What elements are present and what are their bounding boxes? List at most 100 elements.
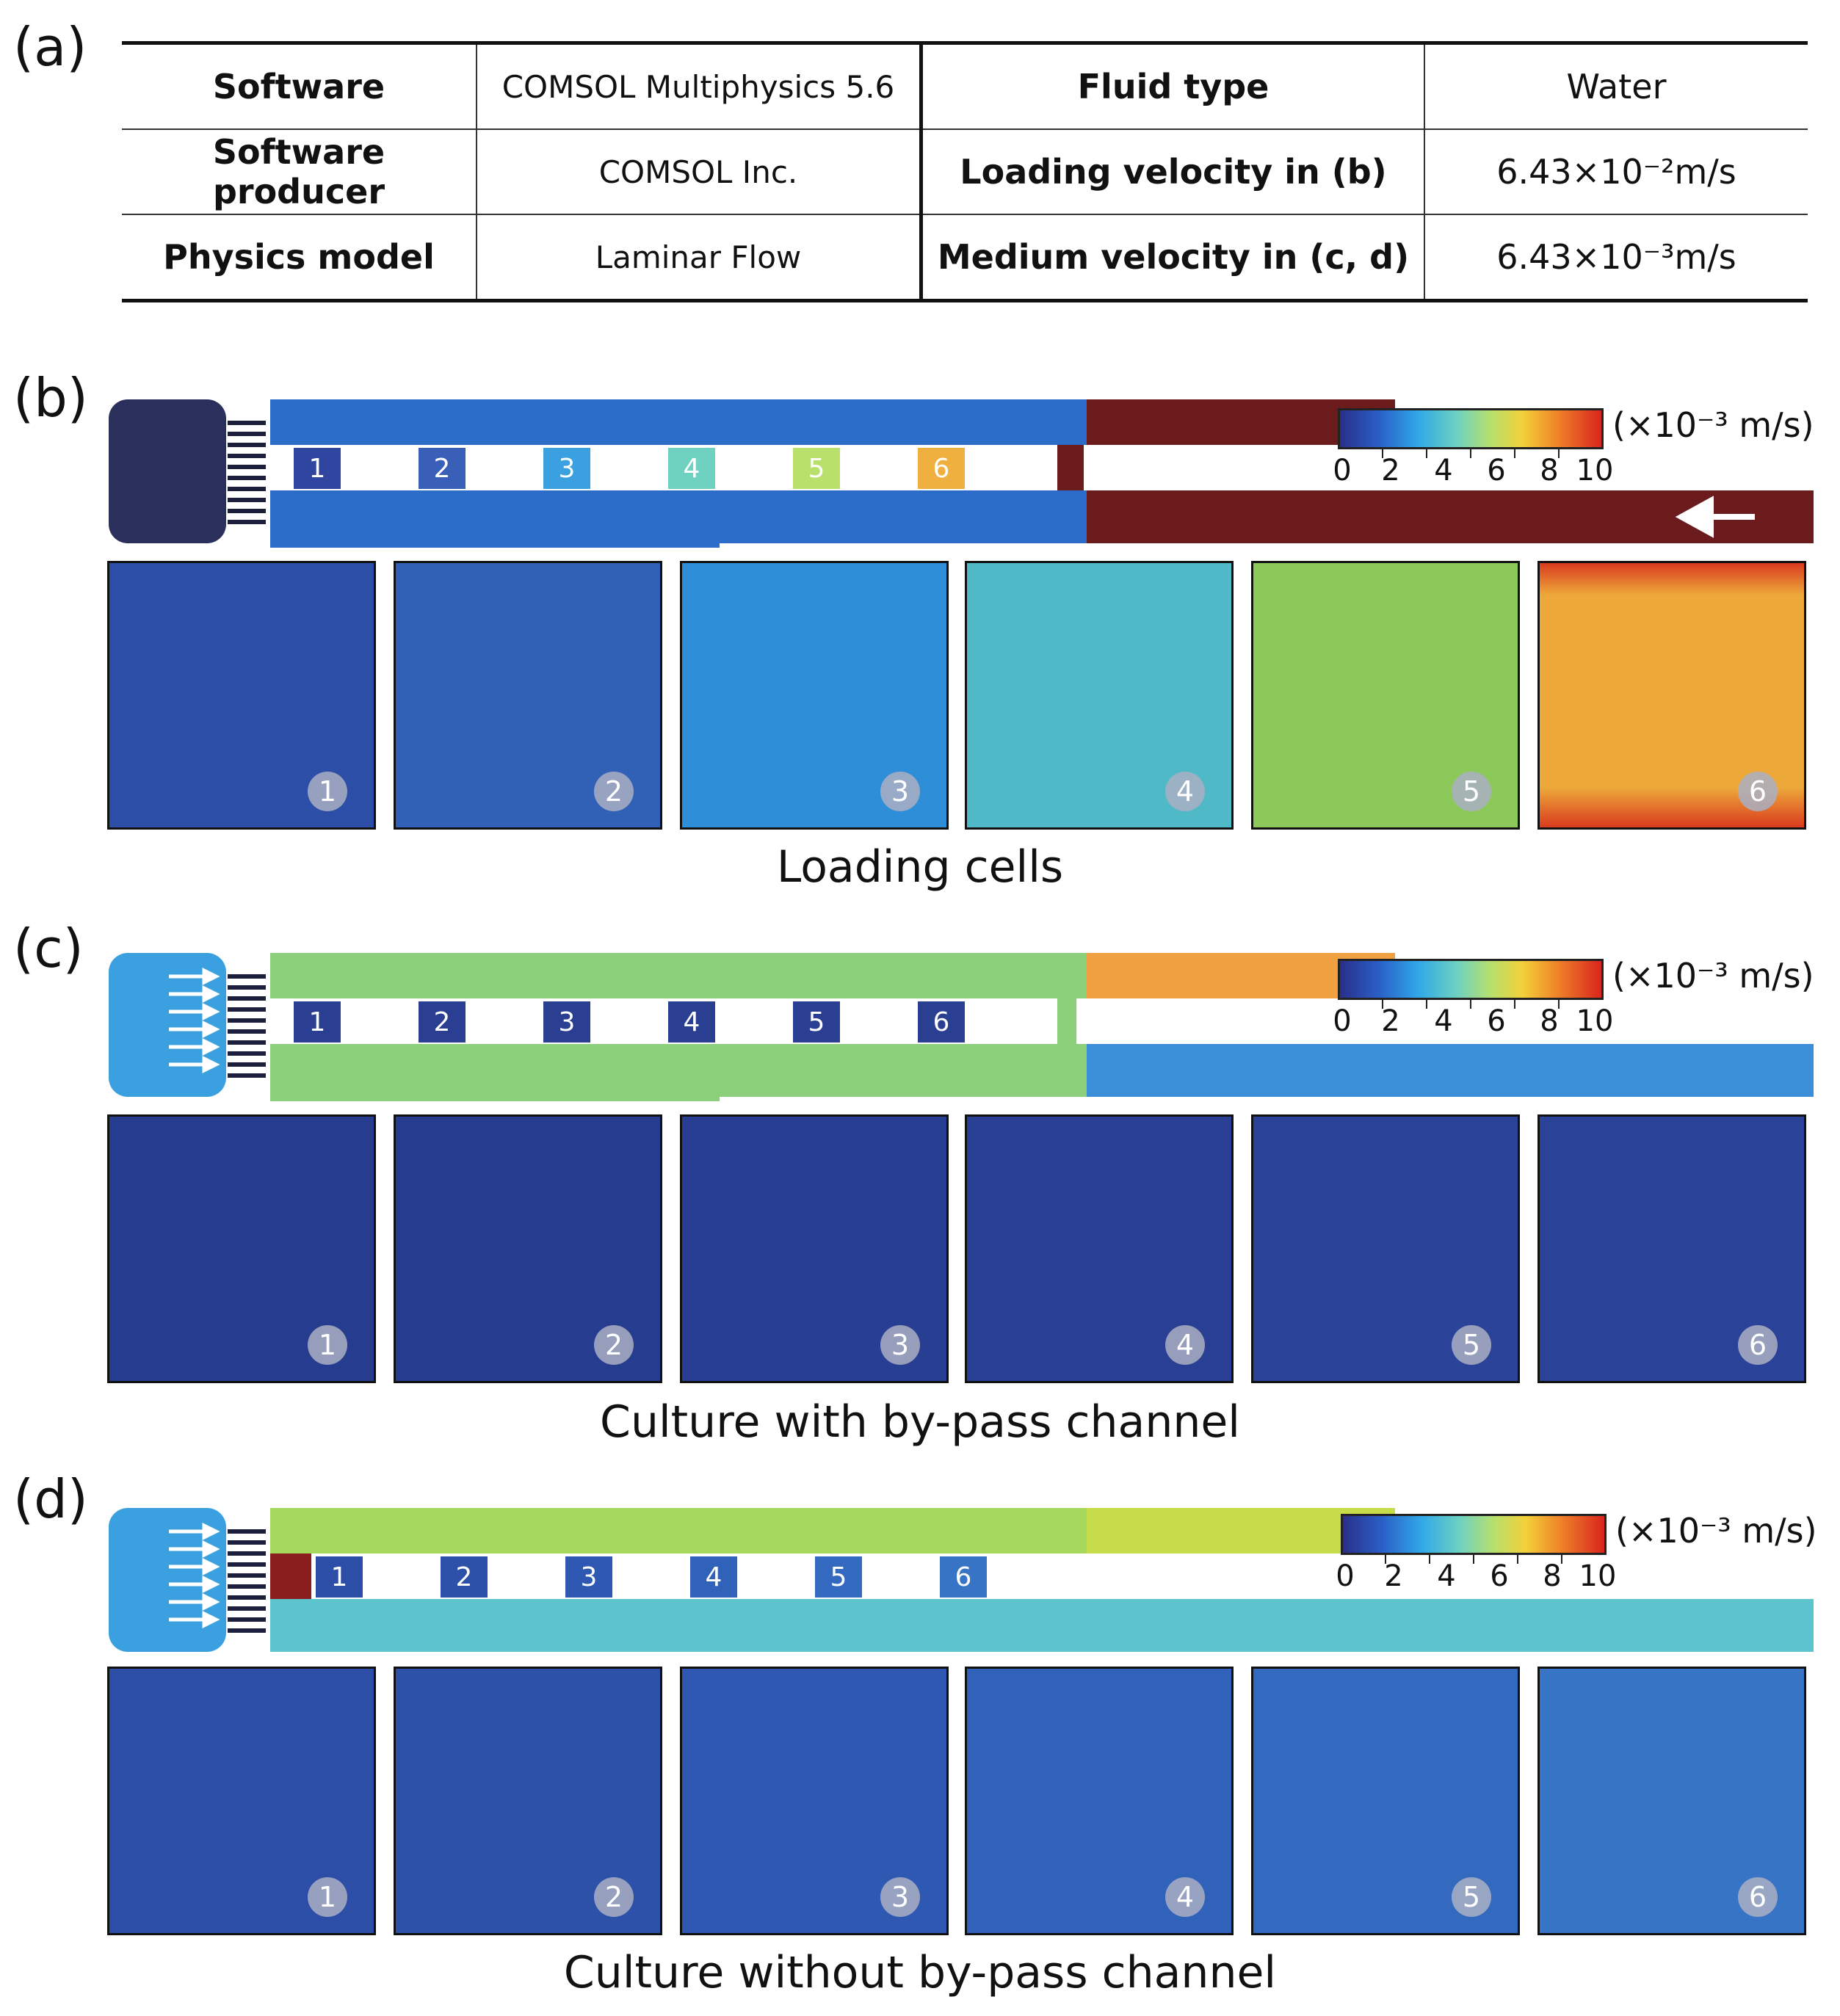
chamber-zoom: 1 (107, 1114, 376, 1383)
simulation-no-bypass: 1 2 3 4 5 6 (103, 1502, 1814, 1658)
chamber-badge: 5 (1452, 1877, 1491, 1917)
chamber-zoom: 4 (965, 1667, 1234, 1935)
chamber-badge: 3 (880, 772, 920, 811)
chamber-badge: 1 (308, 1325, 347, 1365)
chamber-label: 2 (434, 1007, 451, 1037)
chamber-badge: 3 (880, 1877, 920, 1917)
chamber-badge: 1 (308, 1877, 347, 1917)
panel-label-d: (d) (13, 1468, 88, 1530)
chamber-zoom: 3 (680, 561, 949, 830)
colorbar-tick: 2 (1384, 1559, 1403, 1593)
table-cell: Software (212, 67, 385, 106)
chamber-label: 6 (933, 1007, 950, 1037)
inflow-arrows-icon (169, 1522, 220, 1629)
caption-c: Culture with by-pass channel (600, 1396, 1240, 1448)
chamber-label: 1 (309, 1007, 326, 1037)
colorbar-unit: (×10⁻³ m/s) (1612, 956, 1814, 996)
colorbar-tick: 6 (1490, 1559, 1509, 1593)
chamber-zoom: 4 (965, 561, 1234, 830)
chamber-label: 4 (706, 1562, 722, 1592)
chamber-label: 2 (434, 454, 451, 484)
chamber-badge: 4 (1165, 1325, 1205, 1365)
chamber-zoom: 2 (394, 561, 662, 830)
table-cell: Water (1424, 43, 1808, 129)
caption-b: Loading cells (776, 841, 1064, 893)
table-cell: Fluid type (919, 43, 1424, 129)
colorbar-tick: 6 (1487, 1004, 1506, 1038)
filter-comb (228, 974, 266, 1078)
table-cell: Software producer (212, 132, 385, 211)
chamber-zoom: 5 (1251, 1667, 1520, 1935)
chamber-label: 3 (581, 1562, 598, 1592)
chamber-label: 1 (331, 1562, 348, 1592)
table-cell: Physics model (163, 237, 435, 277)
panel-label-b: (b) (13, 367, 88, 429)
chamber-badge: 2 (594, 772, 634, 811)
colorbar-tick: 4 (1434, 1004, 1453, 1038)
simulation-bypass: 1 2 3 4 5 6 (103, 947, 1814, 1103)
zoom-row-d: 1 2 3 4 5 6 (107, 1667, 1809, 1938)
chamber-label: 4 (684, 1007, 700, 1037)
chamber-row: 1 2 3 4 5 6 (294, 1001, 965, 1043)
colorbar-tick: 0 (1336, 1559, 1355, 1593)
filter-comb (228, 1529, 266, 1633)
table-cell: Loading velocity in (b) (919, 129, 1424, 214)
colorbar-gradient (1338, 959, 1604, 1000)
zoom-row-b: 1 2 3 4 5 6 (107, 561, 1809, 833)
colorbar-tick: 10 (1579, 1559, 1617, 1593)
colorbar-gradient (1338, 408, 1604, 449)
chamber-badge: 6 (1738, 1325, 1778, 1365)
colorbar-tick: 2 (1381, 454, 1400, 487)
colorbar-tick: 4 (1437, 1559, 1456, 1593)
panel-label-a: (a) (13, 16, 87, 78)
chamber-label: 5 (808, 1007, 825, 1037)
inlet-reservoir (109, 1508, 226, 1652)
colorbar-gradient (1341, 1514, 1607, 1555)
chamber-zoom: 6 (1537, 1667, 1806, 1935)
main-channel (270, 1508, 1292, 1553)
colorbar-tick: 8 (1540, 454, 1559, 487)
colorbar-tick: 8 (1540, 1004, 1559, 1038)
outlet-bottom (1087, 1044, 1814, 1097)
inlet-reservoir (109, 399, 226, 543)
chamber-zoom: 5 (1251, 1114, 1520, 1383)
caption-d: Culture without by-pass channel (563, 1947, 1277, 1998)
table-row: Software COMSOL Multiphysics 5.6 Fluid t… (122, 43, 1808, 129)
chamber-badge: 1 (308, 772, 347, 811)
zoom-row-c: 1 2 3 4 5 6 (107, 1114, 1809, 1386)
parameter-table: Software COMSOL Multiphysics 5.6 Fluid t… (122, 41, 1808, 302)
chamber-zoom: 3 (680, 1114, 949, 1383)
chamber-zoom: 6 (1537, 561, 1806, 830)
colorbar-tick: 10 (1576, 1004, 1614, 1038)
chamber-zoom: 4 (965, 1114, 1234, 1383)
flow-arrow-icon (1675, 496, 1755, 538)
chamber-zoom: 6 (1537, 1114, 1806, 1383)
table-cell: COMSOL Multiphysics 5.6 (476, 43, 921, 129)
panel-label-c: (c) (13, 918, 84, 979)
chamber-badge: 2 (594, 1877, 634, 1917)
chamber-badge: 5 (1452, 1325, 1491, 1365)
chamber-badge: 3 (880, 1325, 920, 1365)
colorbar-tick: 0 (1333, 1004, 1352, 1038)
table-row: Physics model Laminar Flow Medium veloci… (122, 214, 1808, 301)
table-cell: Medium velocity in (c, d) (919, 214, 1424, 301)
colorbar-tick: 6 (1487, 454, 1506, 487)
outlet-bottom (270, 1599, 1814, 1652)
chamber-badge: 6 (1738, 772, 1778, 811)
chamber-zoom: 3 (680, 1667, 949, 1935)
table-cell: Laminar Flow (476, 214, 921, 301)
chamber-row: 1 2 3 4 5 6 (316, 1556, 987, 1598)
chamber-label: 1 (309, 454, 326, 484)
simulation-loading: 1 2 3 4 5 6 (103, 394, 1814, 549)
chamber-label: 6 (933, 454, 950, 484)
colorbar-unit: (×10⁻³ m/s) (1612, 405, 1814, 445)
chamber-label: 3 (559, 454, 576, 484)
chamber-label: 6 (955, 1562, 972, 1592)
colorbar-tick: 10 (1576, 454, 1614, 487)
colorbar-tick: 0 (1333, 454, 1352, 487)
chamber-zoom: 1 (107, 1667, 376, 1935)
colorbar-tick: 4 (1434, 454, 1453, 487)
table-cell: 6.43×10⁻²m/s (1424, 129, 1808, 214)
colorbar-unit: (×10⁻³ m/s) (1615, 1511, 1817, 1551)
colorbar-tick: 8 (1543, 1559, 1562, 1593)
